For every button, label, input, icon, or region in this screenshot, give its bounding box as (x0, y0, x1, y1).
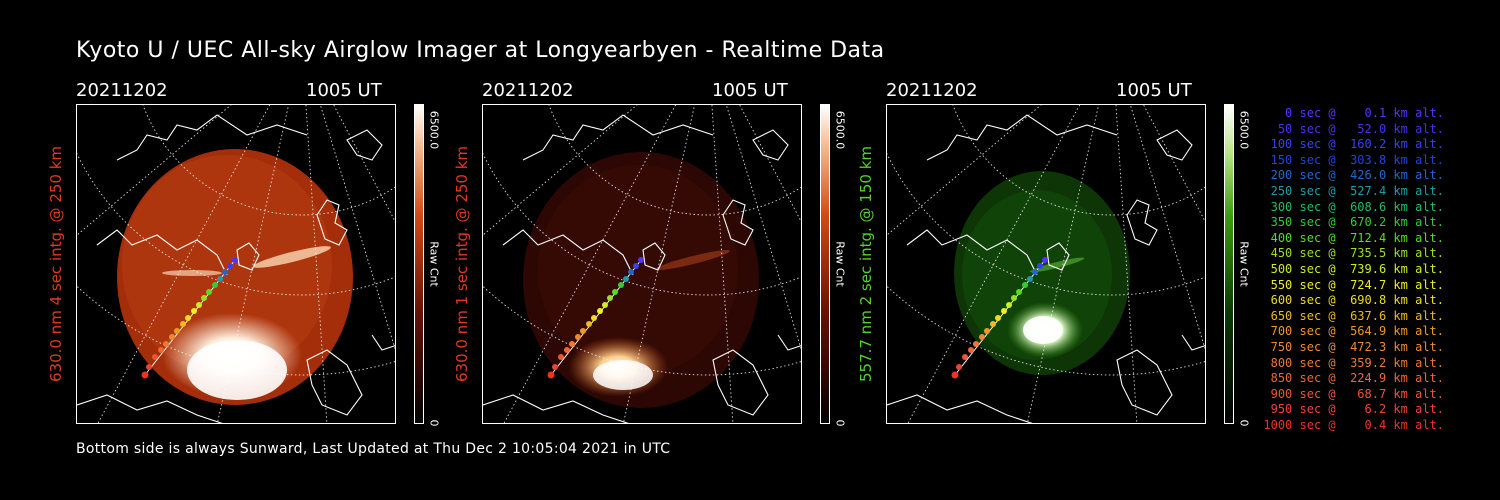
legend-entry: 400 sec @ 712.4 km alt. (1263, 230, 1444, 245)
legend-entry: 150 sec @ 303.8 km alt. (1263, 152, 1444, 167)
panel-date: 20211202 (482, 80, 574, 101)
aurora-arc (1029, 257, 1085, 273)
legend-entry: 50 sec @ 52.0 km alt. (1263, 121, 1444, 136)
legend-entry: 850 sec @ 224.9 km alt. (1263, 371, 1444, 386)
allsky-image (886, 104, 1206, 424)
legend-entry: 550 sec @ 724.7 km alt. (1263, 277, 1444, 292)
legend-entry: 200 sec @ 426.0 km alt. (1263, 168, 1444, 183)
colorbar-max: 6500.0 (833, 110, 847, 150)
colorbar-max: 6500.0 (427, 110, 441, 150)
colorbar (1224, 104, 1234, 424)
satellite-track (951, 257, 1048, 379)
footer-status: Bottom side is always Sunward, Last Upda… (76, 441, 671, 457)
panel-wavelength-label: 630.0 nm 1 sec intg. @ 250 km (453, 145, 471, 383)
colorbar (820, 104, 830, 424)
panel-time: 1005 UT (306, 80, 382, 101)
panel-wavelength-label: 557.7 nm 2 sec intg. @ 150 km (857, 145, 875, 383)
legend-entry: 250 sec @ 527.4 km alt. (1263, 183, 1444, 198)
satellite-track (547, 257, 644, 379)
imager-panel-3: 20211202 1005 UT 557.7 nm 2 sec intg. @ … (857, 80, 1291, 430)
colorbar-unit: Raw Cnt (833, 241, 847, 287)
colorbar-unit: Raw Cnt (1237, 241, 1251, 287)
panel-time: 1005 UT (712, 80, 788, 101)
aurora-arc (656, 250, 730, 270)
legend-entry: 700 sec @ 564.9 km alt. (1263, 324, 1444, 339)
legend-entry: 950 sec @ 6.2 km alt. (1263, 402, 1444, 417)
colorbar-min: 0 (1237, 419, 1251, 427)
colorbar-min: 0 (833, 419, 847, 427)
panel-date: 20211202 (886, 80, 978, 101)
legend-entry: 650 sec @ 637.6 km alt. (1263, 308, 1444, 323)
legend-entry: 1000 sec @ 0.4 km alt. (1263, 417, 1444, 432)
legend-entry: 100 sec @ 160.2 km alt. (1263, 137, 1444, 152)
imager-panel-2: 20211202 1005 UT 630.0 nm 1 sec intg. @ … (453, 80, 887, 430)
colorbar (414, 104, 424, 424)
legend-entry: 600 sec @ 690.8 km alt. (1263, 293, 1444, 308)
legend-entry: 0 sec @ 0.1 km alt. (1263, 106, 1444, 120)
aurora-arc (253, 246, 331, 268)
legend-entry: 300 sec @ 608.6 km alt. (1263, 199, 1444, 214)
allsky-image (76, 104, 396, 424)
legend-entry: 500 sec @ 739.6 km alt. (1263, 261, 1444, 276)
legend-entry: 800 sec @ 359.2 km alt. (1263, 355, 1444, 370)
colorbar-min: 0 (427, 419, 441, 427)
imager-panel-1: 20211202 1005 UT 630.0 nm 4 sec intg. @ … (47, 80, 481, 430)
panel-time: 1005 UT (1116, 80, 1192, 101)
legend-entry: 900 sec @ 68.7 km alt. (1263, 386, 1444, 401)
page-title: Kyoto U / UEC All-sky Airglow Imager at … (76, 38, 885, 63)
satellite-track (141, 257, 238, 379)
allsky-image (482, 104, 802, 424)
legend-entry: 350 sec @ 670.2 km alt. (1263, 215, 1444, 230)
colorbar-unit: Raw Cnt (427, 241, 441, 287)
legend-entry: 750 sec @ 472.3 km alt. (1263, 339, 1444, 354)
panel-date: 20211202 (76, 80, 168, 101)
colorbar-max: 6500.0 (1237, 110, 1251, 150)
track-legend: 0 sec @ 0.1 km alt. 50 sec @ 52.0 km alt… (1262, 106, 1444, 433)
legend-entry: 450 sec @ 735.5 km alt. (1263, 246, 1444, 261)
panel-wavelength-label: 630.0 nm 4 sec intg. @ 250 km (47, 145, 65, 383)
